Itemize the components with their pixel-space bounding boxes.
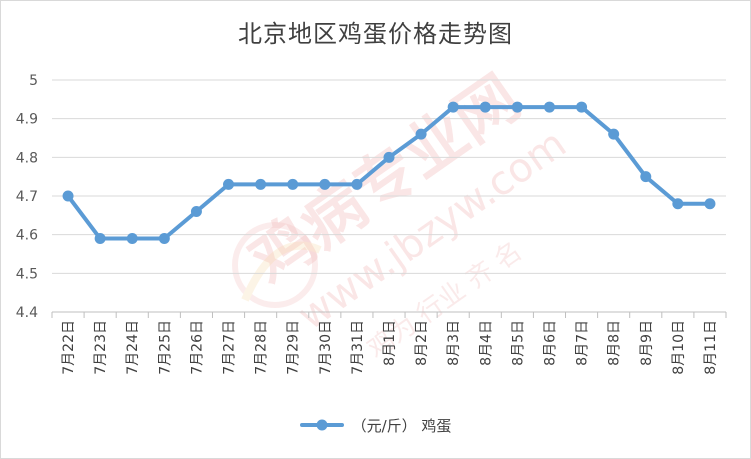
data-point — [126, 233, 138, 245]
data-point — [319, 178, 331, 190]
x-tick-label: 8月9日 — [639, 320, 655, 366]
data-point — [543, 101, 555, 113]
x-tick-label: 7月26日 — [189, 320, 205, 375]
x-tick-label: 8月10日 — [671, 320, 687, 375]
data-point — [62, 190, 74, 202]
data-point — [158, 233, 170, 245]
y-tick-label: 4.7 — [16, 189, 38, 205]
y-tick-label: 4.6 — [16, 228, 38, 244]
x-tick-label: 7月25日 — [157, 320, 173, 375]
data-point — [447, 101, 459, 113]
x-tick-label: 8月7日 — [575, 320, 591, 366]
x-tick-label: 8月4日 — [478, 320, 494, 366]
data-point — [479, 101, 491, 113]
data-point — [94, 233, 106, 245]
grid-layer — [52, 79, 726, 274]
y-axis: 4.4 4.5 4.6 4.7 4.8 4.9 5 — [16, 73, 38, 321]
x-tick-label: 8月8日 — [607, 320, 623, 366]
x-tick-label: 7月28日 — [254, 320, 270, 375]
data-point — [190, 205, 202, 217]
data-point — [415, 128, 427, 140]
data-point — [223, 178, 235, 190]
y-tick-label: 4.5 — [16, 266, 38, 282]
data-point — [511, 101, 523, 113]
series-line — [66, 105, 712, 241]
data-point — [640, 171, 652, 183]
legend-label: （元/斤） 鸡蛋 — [351, 416, 452, 435]
series-layer — [62, 101, 716, 245]
y-tick-label: 4.4 — [16, 305, 38, 321]
legend-marker — [299, 419, 344, 431]
y-tick-label: 4.8 — [16, 150, 38, 166]
x-tick-label: 8月1日 — [382, 320, 398, 366]
data-point — [287, 178, 299, 190]
data-point — [704, 198, 716, 210]
x-tick-label: 8月2日 — [414, 320, 430, 366]
x-tick-label: 8月5日 — [510, 320, 526, 366]
x-axis: 7月22日 7月23日 7月24日 7月25日 7月26日 7月27日 7月28日 7月29日… — [51, 311, 727, 375]
data-point — [576, 101, 588, 113]
x-tick-label: 7月31日 — [350, 320, 366, 375]
data-point — [383, 151, 395, 163]
x-tick-label: 7月29日 — [286, 320, 302, 375]
data-point — [672, 198, 684, 210]
x-tick-label: 7月27日 — [222, 320, 238, 375]
data-point — [608, 128, 620, 140]
x-tick-label: 7月24日 — [125, 320, 141, 375]
x-tick-label: 8月11日 — [703, 320, 719, 375]
x-tick-label: 7月23日 — [93, 320, 109, 375]
chart-title: 北京地区鸡蛋价格走势图 — [238, 20, 513, 48]
y-tick-label: 4.9 — [16, 112, 38, 128]
legend: （元/斤） 鸡蛋 — [0, 414, 751, 436]
y-tick-label: 5 — [29, 73, 38, 89]
x-tick-label: 8月6日 — [542, 320, 558, 366]
x-tick-label: 8月3日 — [446, 320, 462, 366]
data-point — [255, 178, 267, 190]
x-tick-label: 7月30日 — [318, 320, 334, 375]
data-point — [351, 178, 363, 190]
x-tick-label: 7月22日 — [61, 320, 77, 375]
